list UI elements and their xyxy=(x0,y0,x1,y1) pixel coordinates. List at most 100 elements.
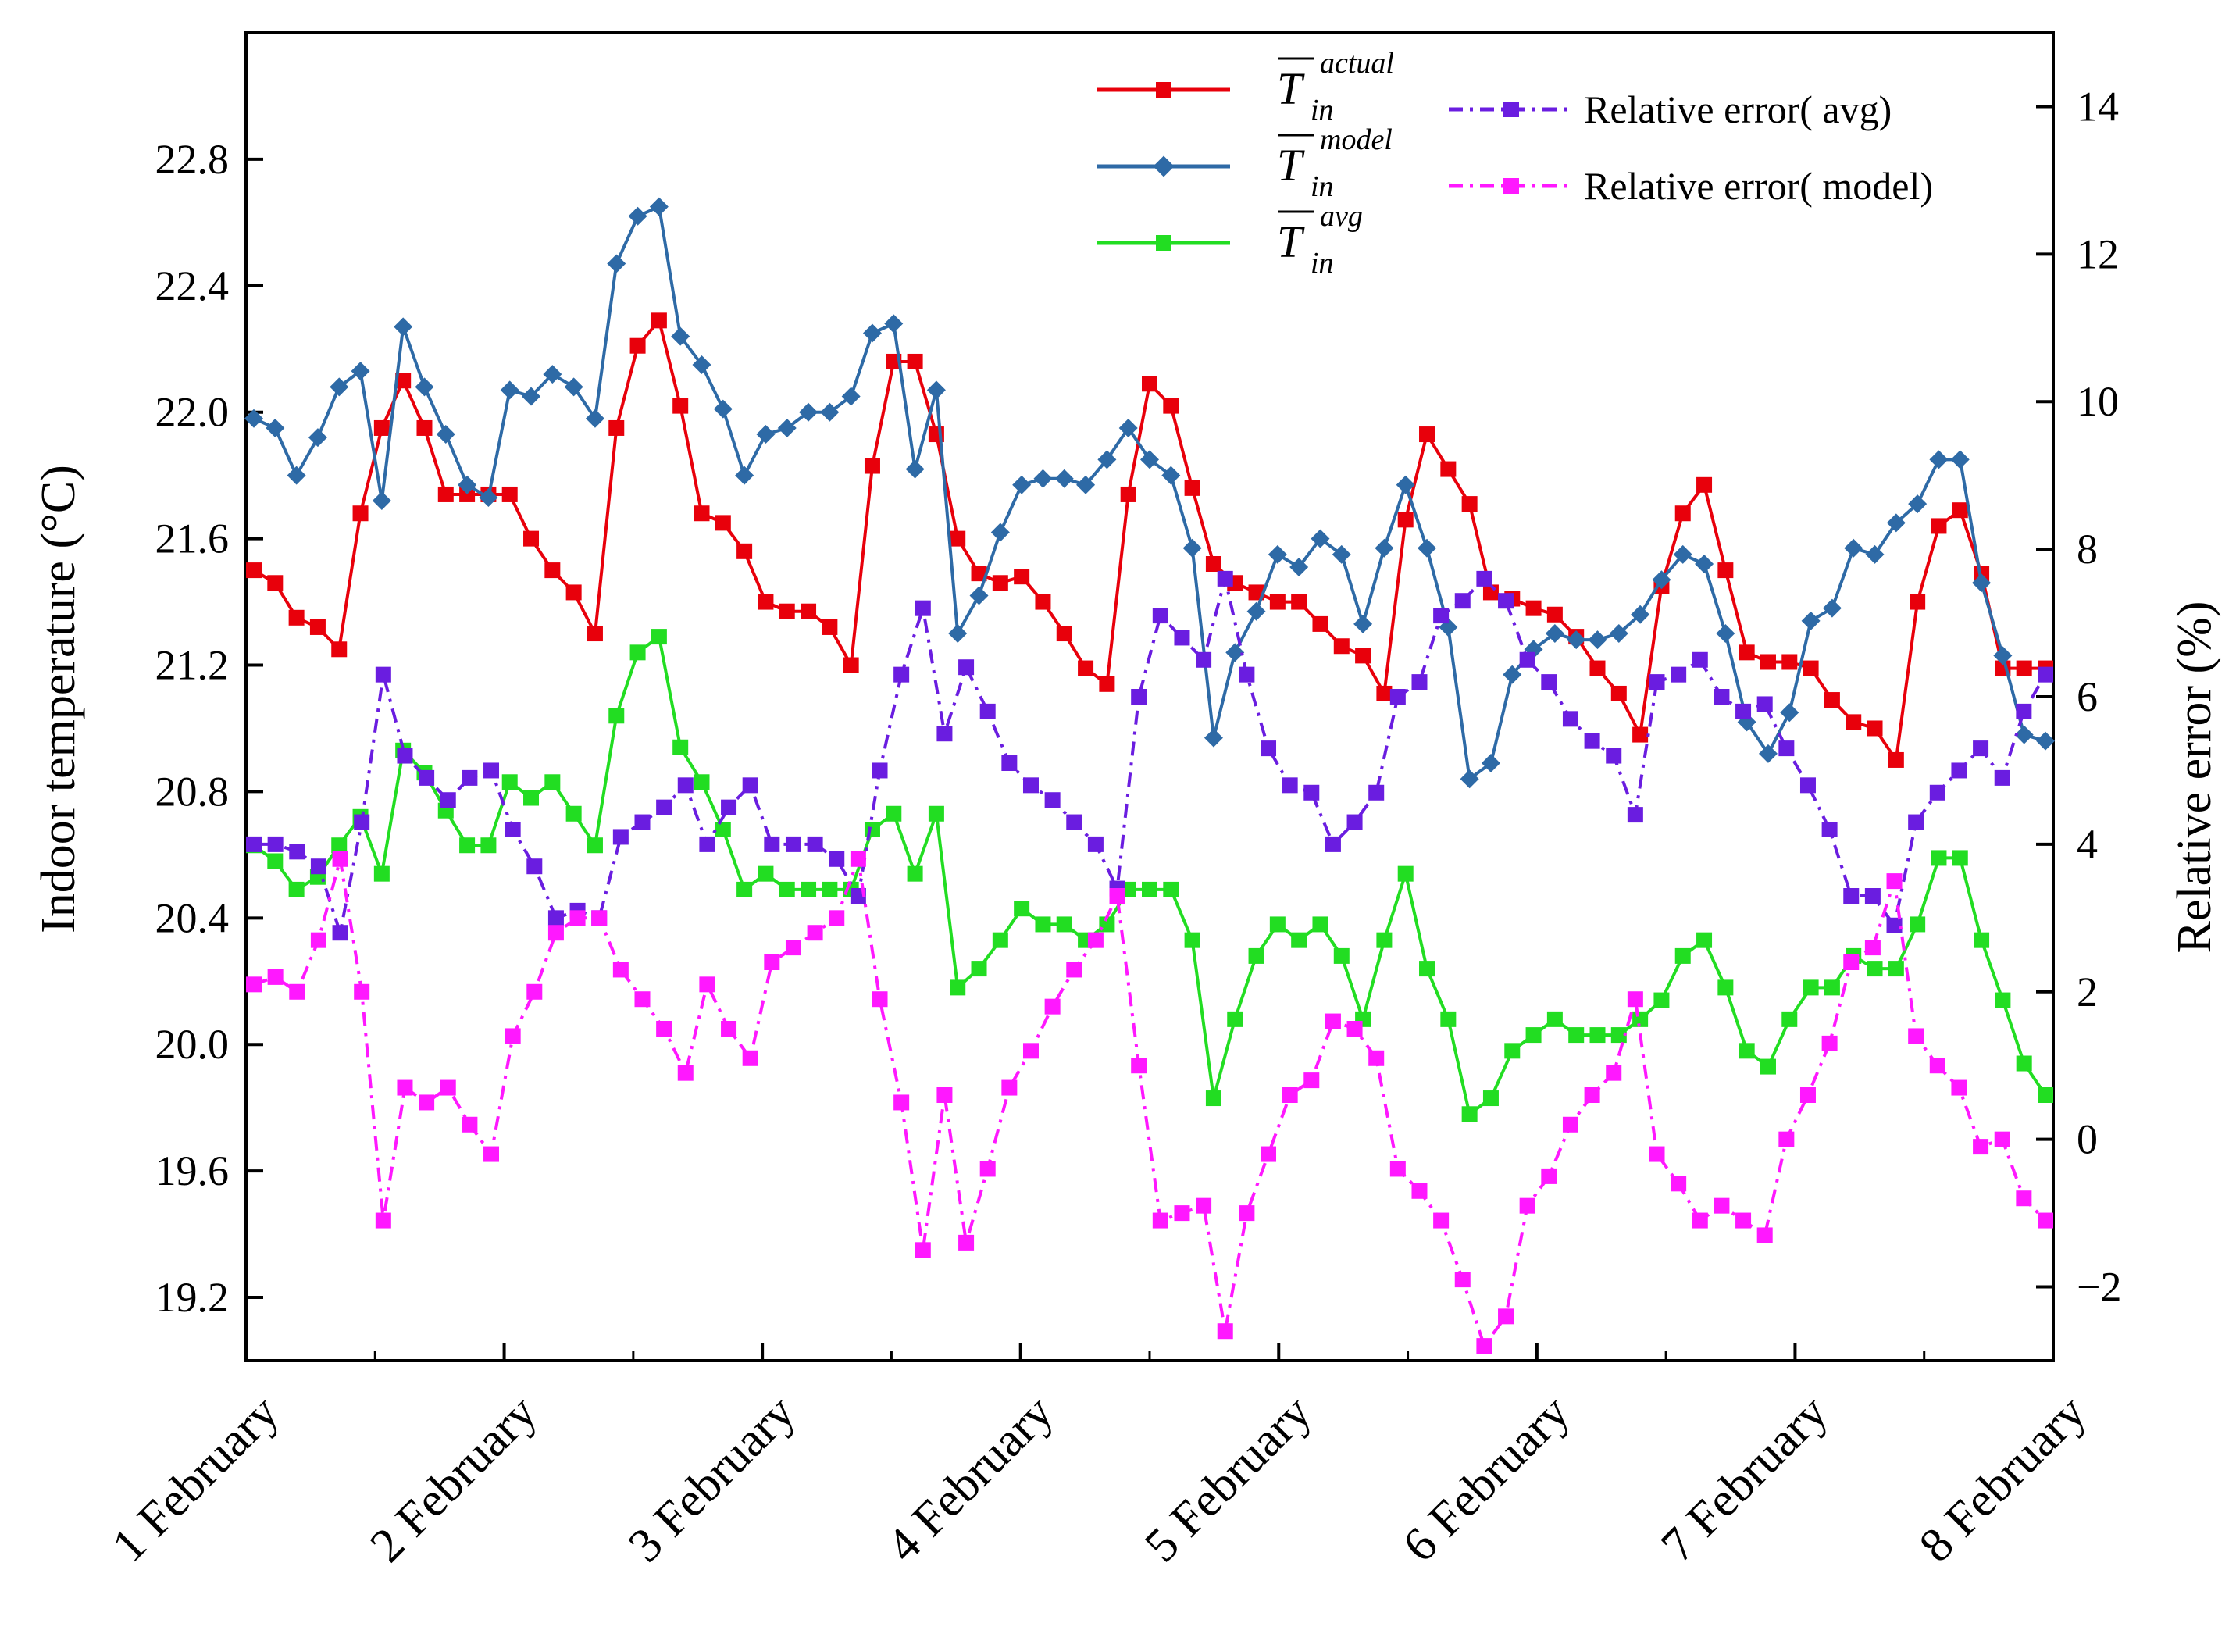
data-point xyxy=(372,491,391,511)
data-point xyxy=(829,851,845,867)
series-t-in-model xyxy=(244,197,2055,789)
data-point xyxy=(1589,660,1606,676)
data-point xyxy=(437,486,454,502)
data-point xyxy=(1087,836,1104,852)
data-point xyxy=(480,837,497,854)
series-relative-error-model- xyxy=(246,851,2053,1354)
data-point xyxy=(1631,605,1650,624)
data-point xyxy=(1562,711,1578,727)
data-point xyxy=(1606,1065,1622,1081)
data-point xyxy=(656,1021,672,1037)
data-point xyxy=(1152,608,1168,624)
data-point xyxy=(1692,1212,1708,1229)
data-point xyxy=(1671,666,1687,683)
data-point xyxy=(373,865,390,882)
data-point xyxy=(1589,1027,1606,1044)
data-point xyxy=(1411,1183,1428,1199)
series-line xyxy=(254,576,2047,940)
data-point xyxy=(547,910,564,926)
data-point xyxy=(1131,689,1147,705)
series-layer xyxy=(244,197,2055,1354)
data-point xyxy=(1503,665,1522,684)
data-point xyxy=(332,851,348,867)
data-point xyxy=(1376,685,1393,701)
data-point xyxy=(1269,594,1286,610)
data-point xyxy=(483,1146,500,1162)
data-point xyxy=(864,458,880,474)
data-point xyxy=(267,575,284,591)
data-point xyxy=(332,925,348,941)
data-point xyxy=(1951,762,1967,779)
left-tick-label: 19.6 xyxy=(155,1147,230,1194)
data-point xyxy=(1760,1058,1776,1075)
data-point xyxy=(1239,1205,1255,1222)
data-point xyxy=(479,488,498,507)
y-axis-left-label: Indoor temperature (°C) xyxy=(32,465,85,933)
data-point xyxy=(1066,814,1082,830)
data-point xyxy=(310,858,326,875)
data-point xyxy=(1931,850,1947,866)
data-point xyxy=(1289,558,1309,577)
left-tick-label: 19.2 xyxy=(155,1274,230,1321)
data-point xyxy=(505,822,521,837)
data-point xyxy=(1821,822,1838,837)
legend-symbol: T xyxy=(1277,63,1305,114)
data-point xyxy=(458,475,477,494)
legend-subscript: in xyxy=(1311,247,1334,280)
data-point xyxy=(628,206,647,226)
data-point xyxy=(288,609,305,626)
data-point xyxy=(1196,1197,1212,1214)
data-point xyxy=(1346,814,1363,830)
right-tick-label: 0 xyxy=(2077,1116,2098,1163)
data-point xyxy=(1610,1027,1627,1044)
data-point xyxy=(1929,1058,1945,1074)
right-y-axis: −2 0 2 4 6 8 10 12 14 xyxy=(2036,83,2121,1311)
data-point xyxy=(721,1021,737,1037)
data-point xyxy=(1056,916,1072,933)
data-point xyxy=(1333,947,1350,964)
data-point xyxy=(756,425,776,444)
data-point xyxy=(1627,807,1643,823)
data-point xyxy=(1078,660,1094,676)
right-tick-label: 8 xyxy=(2077,526,2098,573)
data-point xyxy=(351,362,370,381)
data-point xyxy=(1498,1308,1514,1325)
data-point xyxy=(893,1094,910,1111)
data-point xyxy=(862,323,882,343)
x-tick-label: 3 February xyxy=(619,1386,805,1572)
data-point xyxy=(2016,1055,2032,1072)
data-point xyxy=(629,644,646,661)
data-point xyxy=(2038,1212,2053,1229)
data-point xyxy=(758,594,774,610)
data-point xyxy=(1674,947,1691,964)
data-point xyxy=(1325,836,1341,852)
data-point xyxy=(309,619,326,635)
data-point xyxy=(1225,643,1245,662)
data-point xyxy=(1161,466,1181,485)
data-point xyxy=(1001,755,1018,771)
right-tick-label: 10 xyxy=(2077,378,2119,425)
x-tick-label: 8 February xyxy=(1910,1386,2096,1572)
data-point xyxy=(1269,916,1286,933)
data-point xyxy=(893,666,910,683)
data-point xyxy=(1780,703,1799,723)
data-point xyxy=(634,991,651,1008)
data-point xyxy=(1044,998,1061,1015)
legend-label: Relative error( model) xyxy=(1584,164,1933,208)
x-axis: 1 February 2 February 3 February 4 February… xyxy=(102,1343,2096,1572)
data-point xyxy=(907,865,923,882)
data-point xyxy=(651,312,667,329)
data-point xyxy=(915,600,931,616)
data-point xyxy=(1717,562,1734,579)
data-point xyxy=(777,418,797,437)
data-point xyxy=(1951,1079,1967,1096)
data-point xyxy=(1014,569,1030,585)
data-point xyxy=(331,837,348,854)
data-point xyxy=(715,515,731,531)
x-tick-label: 6 February xyxy=(1393,1386,1580,1572)
data-point xyxy=(1652,570,1671,590)
data-point xyxy=(764,836,780,852)
data-point xyxy=(2038,1087,2053,1103)
data-point xyxy=(742,777,758,794)
